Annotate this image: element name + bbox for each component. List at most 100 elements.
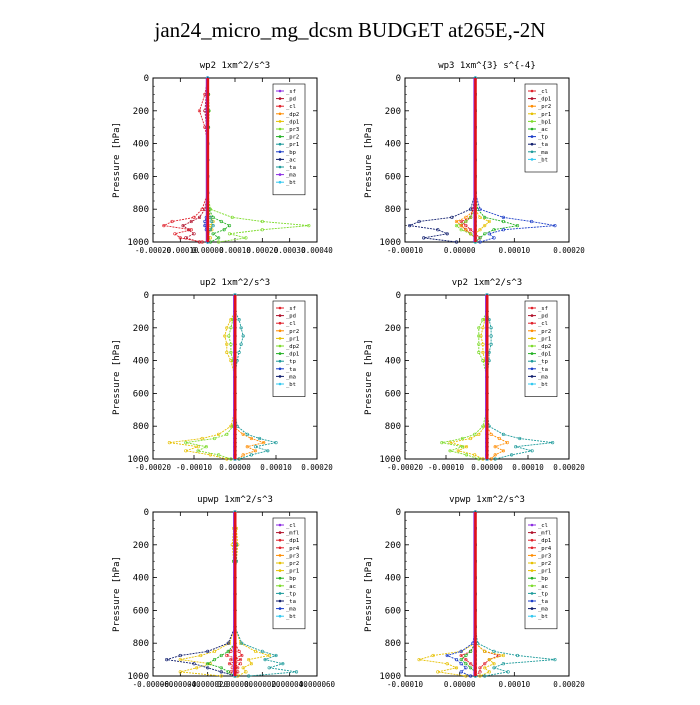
data-point — [529, 219, 534, 224]
y-tick-label: 200 — [133, 107, 149, 117]
legend-marker — [278, 546, 282, 550]
legend-marker — [278, 554, 282, 557]
data-point — [217, 236, 221, 240]
legend-label: _pr2 — [538, 561, 551, 567]
data-point — [263, 657, 267, 662]
data-point — [227, 662, 232, 666]
x-tick-label: 0.00000 — [444, 246, 476, 255]
legend-marker — [530, 592, 534, 595]
y-tick-label: 200 — [133, 541, 149, 551]
data-point — [200, 436, 204, 441]
y-tick-label: 400 — [133, 574, 149, 584]
data-point — [483, 662, 487, 666]
legend-marker — [278, 329, 282, 333]
legend-marker — [530, 112, 534, 116]
panel-title: vpwp 1xm^2/s^3 — [449, 495, 525, 505]
data-point — [181, 224, 185, 228]
x-tick-label: -0.00010 — [162, 246, 199, 255]
data-point — [459, 228, 463, 232]
legend-label: _pr1 — [286, 336, 299, 342]
data-point — [258, 436, 262, 441]
data-point — [219, 653, 223, 658]
legend: _cl _dp1_pr2 _pr1_bp1 _ac _tp_ta _ma_bt — [524, 83, 558, 173]
y-tick-label: 0 — [144, 291, 149, 301]
data-point — [469, 228, 473, 232]
x-tick-label: 0.000060 — [299, 680, 336, 689]
data-point — [237, 350, 241, 355]
data-point — [469, 215, 473, 219]
data-point — [489, 432, 493, 437]
panel-title: upwp 1xm^2/s^3 — [197, 495, 273, 505]
data-point — [267, 666, 271, 670]
legend-marker — [530, 382, 534, 386]
legend-label: _bp — [286, 576, 296, 582]
data-point — [464, 666, 468, 670]
legend-marker — [278, 569, 282, 572]
legend-label: _ac — [286, 584, 296, 590]
data-point — [238, 662, 243, 666]
legend-label: _pr1 — [538, 336, 551, 342]
data-point — [492, 666, 496, 670]
legend-label: _dp1 — [538, 538, 551, 544]
data-point — [469, 666, 473, 670]
data-point — [501, 228, 506, 232]
legend-marker — [530, 359, 534, 363]
legend-marker — [530, 584, 534, 588]
y-tick-label: 600 — [385, 389, 401, 399]
data-point — [481, 326, 485, 330]
legend-label: _bp — [286, 150, 296, 156]
data-point — [497, 436, 501, 441]
y-axis-label: Pressure [hPa] — [364, 122, 374, 198]
legend-label: _ta — [538, 367, 548, 373]
data-point — [253, 449, 258, 453]
legend-label: _dp2 — [538, 344, 551, 350]
data-point — [459, 670, 463, 674]
legend-marker — [278, 173, 282, 176]
y-tick-label: 400 — [385, 357, 401, 367]
data-point — [501, 653, 506, 658]
legend-marker — [278, 561, 282, 565]
data-point — [274, 441, 278, 445]
data-point — [469, 436, 473, 441]
x-tick-label: -0.00020 — [387, 463, 424, 472]
data-point — [225, 350, 229, 355]
legend-marker — [278, 306, 282, 310]
data-point — [464, 224, 468, 228]
data-point — [483, 224, 487, 228]
data-point — [492, 662, 496, 666]
data-point — [478, 674, 482, 678]
data-point — [478, 240, 482, 244]
legend-marker — [530, 614, 534, 618]
data-point — [505, 441, 510, 445]
legend-label: _cl — [286, 321, 296, 327]
data-point — [493, 453, 497, 457]
legend-marker — [530, 352, 534, 355]
data-point — [247, 657, 251, 662]
chart-panel-4: vp2 1xm^2/s^3 0 200 400 600 800 1000 Pressure [… — [364, 278, 585, 472]
y-tick-label: 400 — [385, 574, 401, 584]
y-tick-label: 1000 — [379, 455, 401, 465]
data-point — [477, 334, 481, 338]
x-tick-label: -0.000020 — [187, 680, 228, 689]
legend: _cl _mfl_dp1 _pr4_pr3 _pr2 _pr1_bp _ac_tp _ta _… — [524, 517, 558, 630]
data-point — [492, 228, 496, 232]
data-point — [229, 457, 233, 461]
legend-marker — [278, 352, 282, 355]
data-point — [162, 224, 166, 228]
y-tick-label: 400 — [385, 140, 401, 150]
legend-marker — [530, 367, 534, 371]
legend-marker — [278, 180, 282, 184]
legend-marker — [530, 314, 534, 317]
data-point — [219, 674, 223, 678]
data-point — [237, 457, 241, 461]
data-point — [237, 318, 241, 322]
legend-label: _pr3 — [286, 127, 299, 133]
data-point — [267, 653, 271, 658]
legend-marker — [278, 89, 282, 93]
data-point — [281, 662, 285, 666]
legend-label: _ac — [286, 157, 296, 163]
data-point — [454, 666, 459, 670]
legend-label: _pd — [538, 314, 548, 320]
data-point — [217, 432, 221, 437]
